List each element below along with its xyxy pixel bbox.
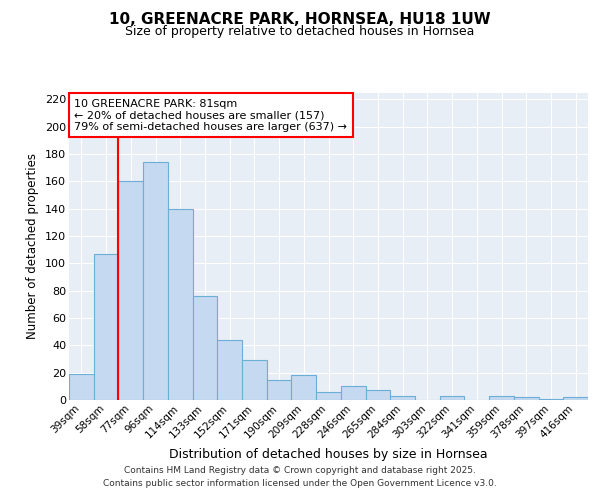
Bar: [242, 360, 267, 400]
Bar: [316, 392, 341, 400]
Bar: [440, 396, 464, 400]
Bar: [514, 398, 539, 400]
Bar: [292, 376, 316, 400]
Bar: [489, 396, 514, 400]
Bar: [390, 396, 415, 400]
Text: Contains HM Land Registry data © Crown copyright and database right 2025.: Contains HM Land Registry data © Crown c…: [124, 466, 476, 475]
Bar: [118, 182, 143, 400]
X-axis label: Distribution of detached houses by size in Hornsea: Distribution of detached houses by size …: [169, 448, 488, 461]
Bar: [539, 398, 563, 400]
Bar: [69, 374, 94, 400]
Bar: [217, 340, 242, 400]
Y-axis label: Number of detached properties: Number of detached properties: [26, 153, 40, 339]
Text: Size of property relative to detached houses in Hornsea: Size of property relative to detached ho…: [125, 25, 475, 38]
Bar: [267, 380, 292, 400]
Bar: [563, 398, 588, 400]
Bar: [341, 386, 365, 400]
Bar: [168, 208, 193, 400]
Text: 10, GREENACRE PARK, HORNSEA, HU18 1UW: 10, GREENACRE PARK, HORNSEA, HU18 1UW: [109, 12, 491, 28]
Text: 10 GREENACRE PARK: 81sqm
← 20% of detached houses are smaller (157)
79% of semi-: 10 GREENACRE PARK: 81sqm ← 20% of detach…: [74, 98, 347, 132]
Bar: [193, 296, 217, 400]
Bar: [143, 162, 168, 400]
Text: Contains public sector information licensed under the Open Government Licence v3: Contains public sector information licen…: [103, 478, 497, 488]
Bar: [365, 390, 390, 400]
Bar: [94, 254, 118, 400]
